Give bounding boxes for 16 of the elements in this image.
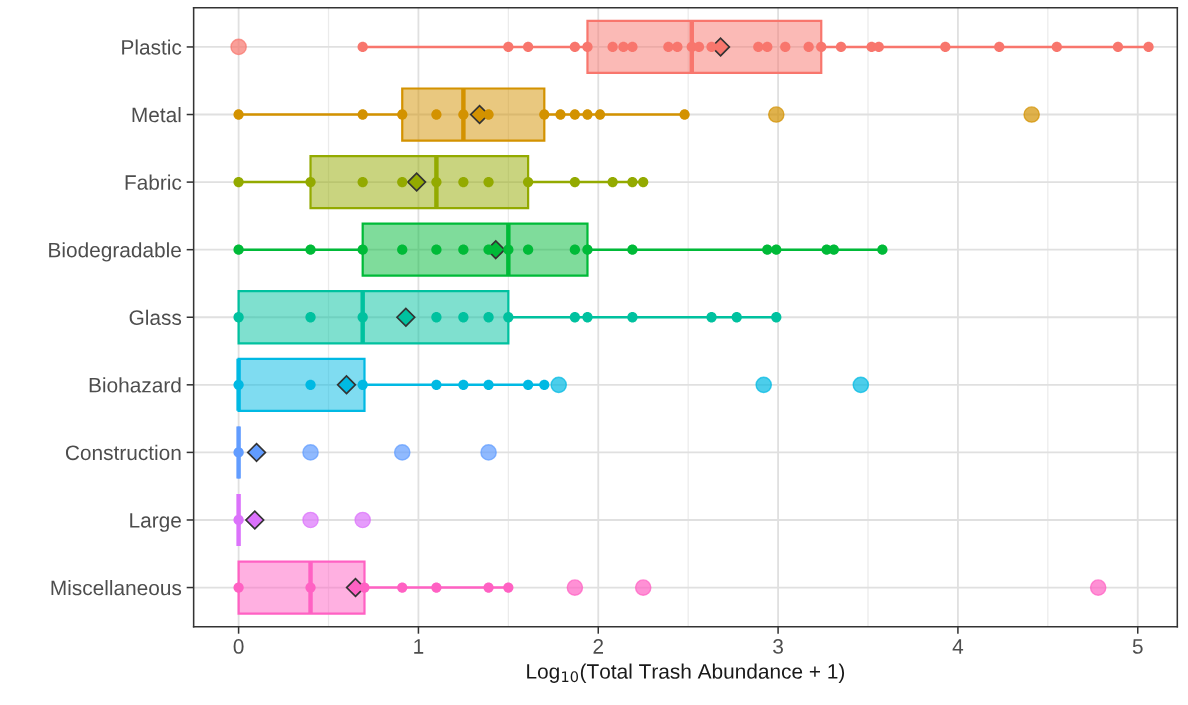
x-tick-label: 5 — [1132, 639, 1143, 654]
y-tick-label: Miscellaneous — [51, 580, 182, 596]
y-tick-label: Biohazard — [89, 377, 181, 393]
x-tick-label: 2 — [593, 639, 604, 654]
y-tick-label: Fabric — [125, 174, 182, 190]
y-tick-label: Metal — [132, 106, 181, 123]
y-tick-label: Large — [130, 513, 181, 532]
y-tick-label: Biodegradable — [49, 242, 181, 262]
x-tick-label: 1 — [414, 639, 424, 654]
x-tick-label: 3 — [773, 639, 783, 654]
x-axis-title: Log$_{10}$(Total Trash Abundance + 1) — [527, 663, 845, 683]
x-tick-label: 0 — [233, 639, 244, 654]
x-tick-label: 4 — [952, 639, 964, 654]
y-tick-label: Glass — [129, 309, 182, 325]
y-tick-label: Plastic — [122, 39, 182, 55]
y-tick-label: Construction — [65, 444, 181, 461]
